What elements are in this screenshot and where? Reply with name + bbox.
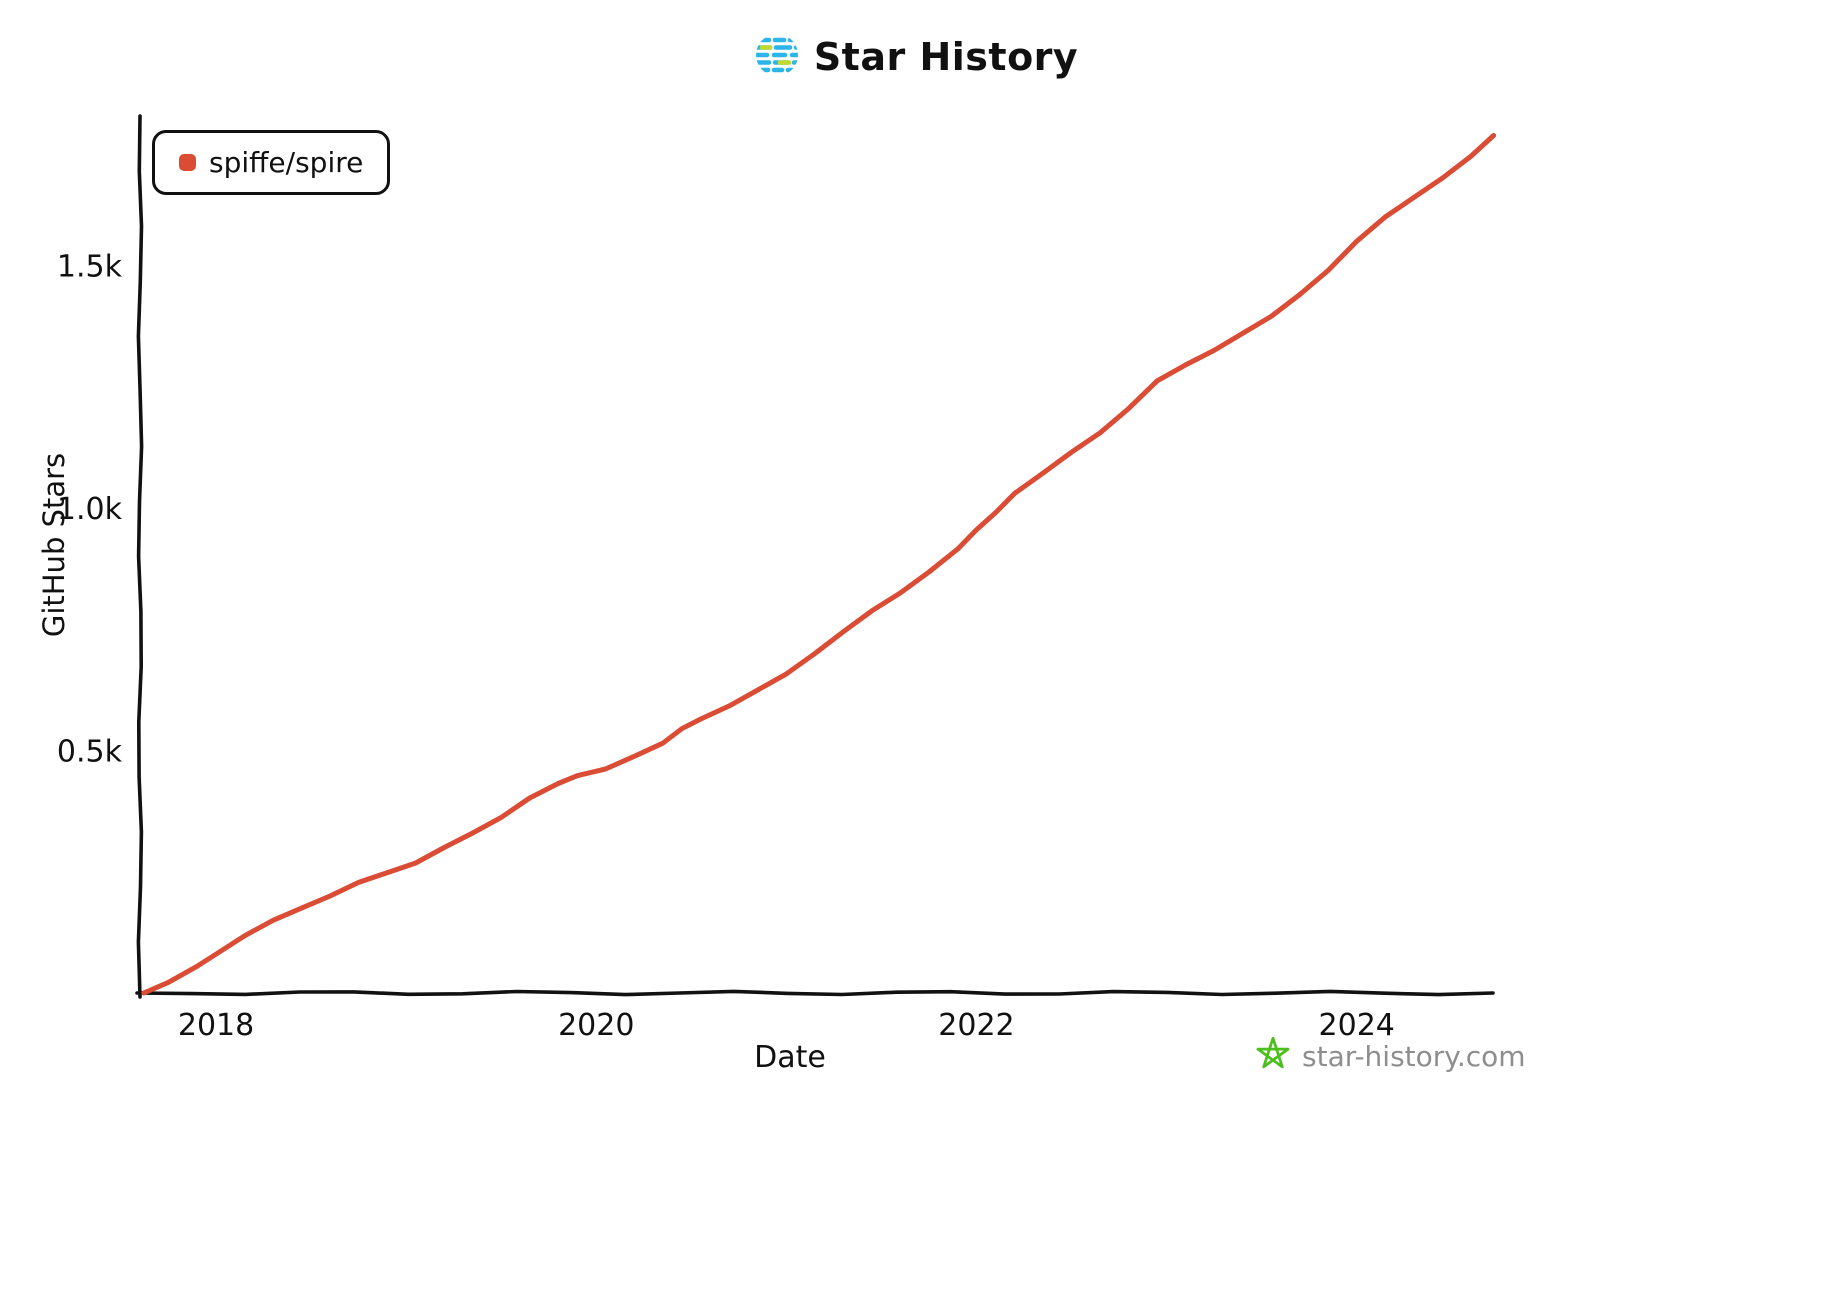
site-credit: star-history.com — [1254, 1034, 1526, 1079]
page-title: Star History — [813, 35, 1079, 79]
legend-label: spiffe/spire — [209, 146, 364, 179]
legend-swatch — [179, 154, 196, 171]
site-credit-label: star-history.com — [1302, 1040, 1526, 1073]
x-tick-label: 2022 — [938, 1008, 1014, 1043]
y-axis-line — [136, 114, 144, 999]
x-axis-title: Date — [754, 1040, 826, 1075]
x-tick-label: 2024 — [1319, 1008, 1395, 1043]
x-tick-label: 2018 — [178, 1008, 254, 1043]
y-tick-label: 0.5k — [57, 735, 123, 770]
x-tick-label: 2020 — [558, 1008, 634, 1043]
y-tick-label: 1.5k — [57, 250, 123, 285]
y-axis-title: GitHub Stars — [37, 452, 71, 638]
series-line-spiffe-spire — [141, 133, 1497, 996]
star-history-logo-icon — [754, 32, 800, 82]
star-icon — [1254, 1034, 1292, 1079]
chart-header: Star History — [0, 32, 1832, 82]
x-axis-line — [135, 989, 1495, 997]
legend: spiffe/spire — [152, 130, 391, 195]
y-tick-label: 1.0k — [57, 492, 123, 527]
